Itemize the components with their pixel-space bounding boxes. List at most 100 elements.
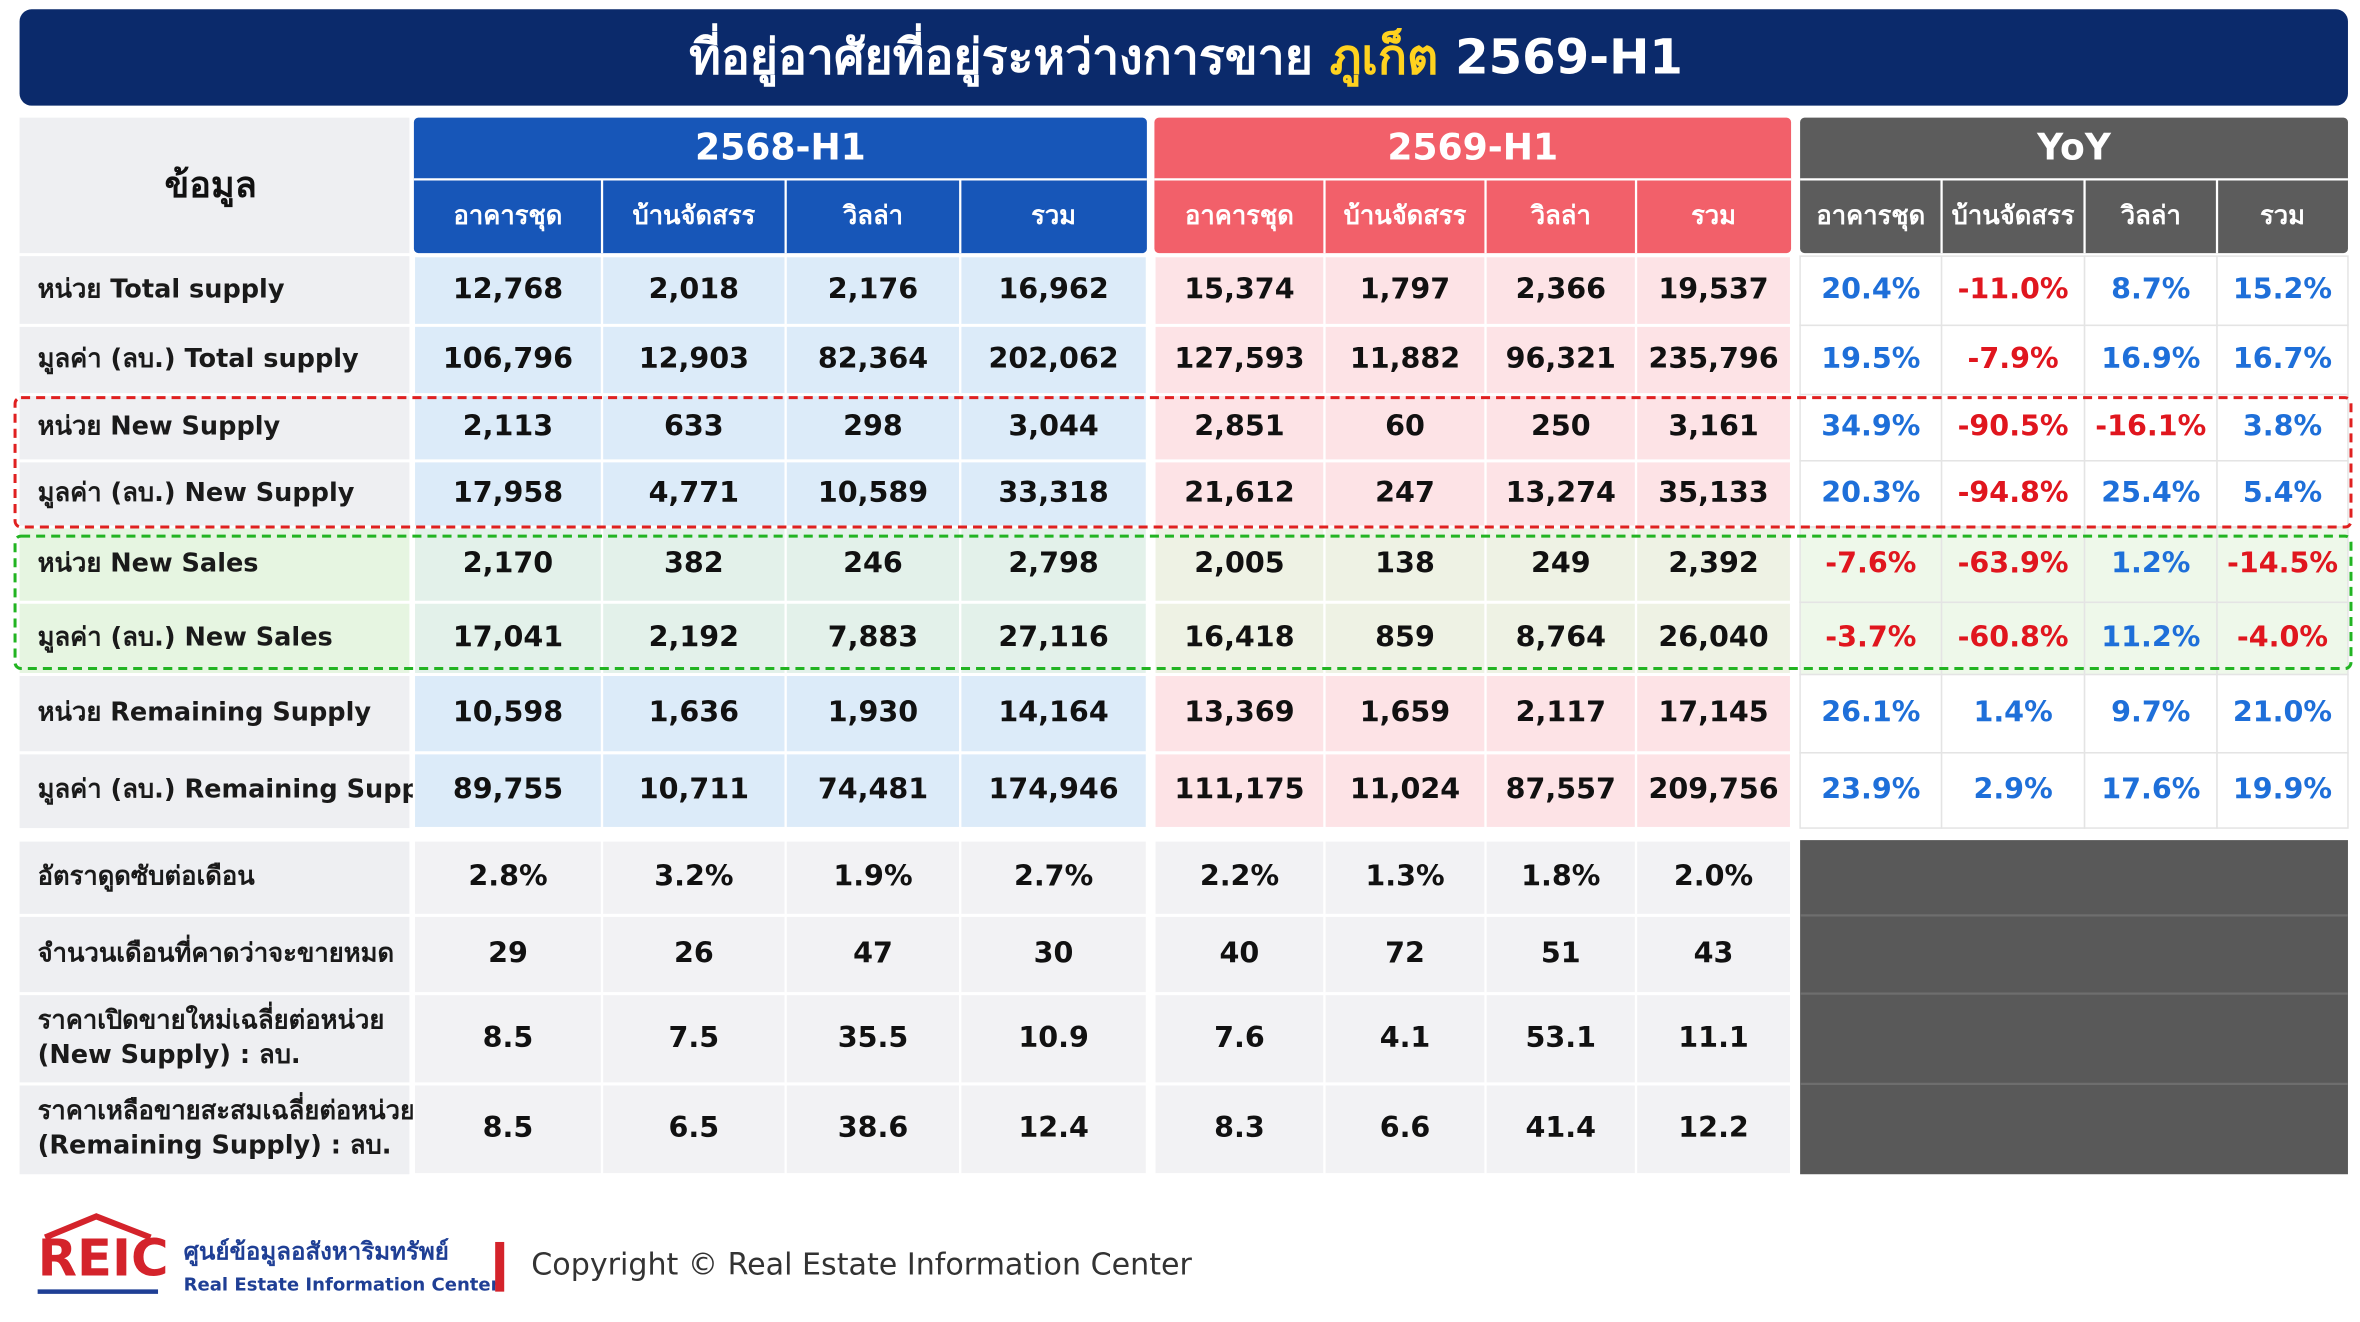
yoy-value: 23.9% <box>1821 771 1920 805</box>
cell-value: 298 <box>843 409 903 443</box>
yoy-value: 16.9% <box>2101 341 2200 375</box>
row-label: หน่วย Remaining Supply <box>38 698 372 728</box>
cell-value: 2,798 <box>1008 546 1098 580</box>
yoy-cell <box>1940 526 2086 604</box>
data-cell <box>600 525 787 604</box>
highlight-new-sales <box>13 534 2353 671</box>
yoy-value: -14.5% <box>2227 546 2338 580</box>
data-cell <box>1484 914 1638 995</box>
row-label: มูลค่า (ลบ.) New Sales <box>38 622 333 653</box>
cell-value: 12.4 <box>1018 1110 1089 1144</box>
label-cell <box>19 602 410 675</box>
row-label: หน่วย New Sales <box>38 549 259 579</box>
cell-value: 2.2% <box>1200 859 1279 893</box>
data-cell <box>959 914 1149 995</box>
label-cell <box>19 840 410 916</box>
cell-value: 2,851 <box>1194 409 1284 443</box>
column-header: บ้านจัดสรร <box>1344 201 1467 231</box>
data-cell <box>1634 673 1793 754</box>
highlight-new-supply <box>13 396 2353 529</box>
data-cell <box>412 254 604 327</box>
yoy-value: -7.9% <box>1968 341 2059 375</box>
cell-value: 53.1 <box>1526 1020 1597 1054</box>
cell-value: 38.6 <box>838 1110 909 1144</box>
cell-value: 74,481 <box>818 771 928 805</box>
cell-value: 11,882 <box>1350 341 1460 375</box>
yoy-value: 5.4% <box>2243 475 2322 509</box>
cell-value: 2,018 <box>649 272 739 306</box>
data-cell <box>412 992 604 1086</box>
yoy-cell <box>2216 526 2349 604</box>
yoy-value: -16.1% <box>2095 409 2206 443</box>
cell-value: 26 <box>674 935 714 969</box>
cell-value: 138 <box>1375 546 1435 580</box>
org-english: Real Estate Information Center <box>184 1275 500 1296</box>
data-cell <box>1153 601 1326 676</box>
yoy-empty-block <box>1800 840 2348 1175</box>
data-cell <box>412 324 604 396</box>
data-cell <box>1323 254 1487 327</box>
cell-value: 246 <box>843 546 903 580</box>
title-highlight: ภูเก็ต <box>1330 27 1439 87</box>
cell-value: 30 <box>1034 935 1074 969</box>
cell-value: 859 <box>1375 619 1435 653</box>
cell-value: 10,589 <box>818 475 928 509</box>
yoy-cell <box>2216 752 2349 829</box>
yoy-cell <box>1940 460 2086 528</box>
group-header <box>413 117 1147 254</box>
data-cell <box>1153 751 1326 830</box>
cell-value: 3.2% <box>654 859 733 893</box>
cell-value: 10,598 <box>453 695 563 729</box>
cell-value: 16,418 <box>1184 619 1294 653</box>
column-header: รวม <box>1031 201 1076 231</box>
yoy-value: 20.3% <box>1821 475 1920 509</box>
data-cell <box>784 992 962 1086</box>
cell-value: 250 <box>1531 409 1591 443</box>
data-cell <box>412 459 604 529</box>
cell-value: 41.4 <box>1526 1110 1597 1144</box>
yoy-cell <box>2216 601 2349 676</box>
yoy-cell <box>1940 393 2086 462</box>
yoy-value: 15.2% <box>2233 272 2332 306</box>
cell-value: 17,145 <box>1658 695 1768 729</box>
cell-value: 633 <box>664 409 724 443</box>
cell-value: 17,958 <box>453 475 563 509</box>
cell-value: 4,771 <box>649 475 739 509</box>
data-cell <box>412 525 604 604</box>
cell-value: 11,024 <box>1350 771 1460 805</box>
data-cell <box>600 254 787 327</box>
data-cell <box>1484 751 1638 830</box>
data-cell <box>1634 254 1793 327</box>
cell-value: 15,374 <box>1184 272 1294 306</box>
yoy-value: 20.4% <box>1821 272 1920 306</box>
cell-value: 111,175 <box>1174 771 1304 805</box>
cell-value: 11.1 <box>1678 1020 1749 1054</box>
yoy-cell <box>1799 460 1943 528</box>
cell-value: 106,796 <box>443 341 573 375</box>
cell-value: 10.9 <box>1018 1020 1089 1054</box>
group-header <box>1154 117 1792 254</box>
yoy-value: -60.8% <box>1958 619 2069 653</box>
copyright: Copyright © Real Estate Information Cent… <box>531 1248 1192 1283</box>
data-cell <box>1634 751 1793 830</box>
data-cell <box>600 1082 787 1176</box>
yoy-cell <box>2216 393 2349 462</box>
yoy-cell <box>1799 673 1943 754</box>
row-label: (New Supply) : ลบ. <box>38 1040 301 1070</box>
data-cell <box>412 914 604 995</box>
yoy-value: 1.2% <box>2111 546 2190 580</box>
yoy-cell <box>2083 752 2218 829</box>
cell-value: 2.8% <box>468 859 547 893</box>
data-cell <box>600 324 787 396</box>
row-label: มูลค่า (ลบ.) Remaining Supply <box>38 774 446 805</box>
cell-value: 2,192 <box>649 619 739 653</box>
cell-value: 7.5 <box>669 1020 720 1054</box>
cell-value: 17,041 <box>453 619 563 653</box>
cell-value: 6.5 <box>669 1110 720 1144</box>
cell-value: 1.9% <box>833 859 912 893</box>
cell-value: 26,040 <box>1658 619 1768 653</box>
data-cell <box>784 254 962 327</box>
cell-value: 87,557 <box>1506 771 1616 805</box>
data-cell <box>1634 324 1793 396</box>
